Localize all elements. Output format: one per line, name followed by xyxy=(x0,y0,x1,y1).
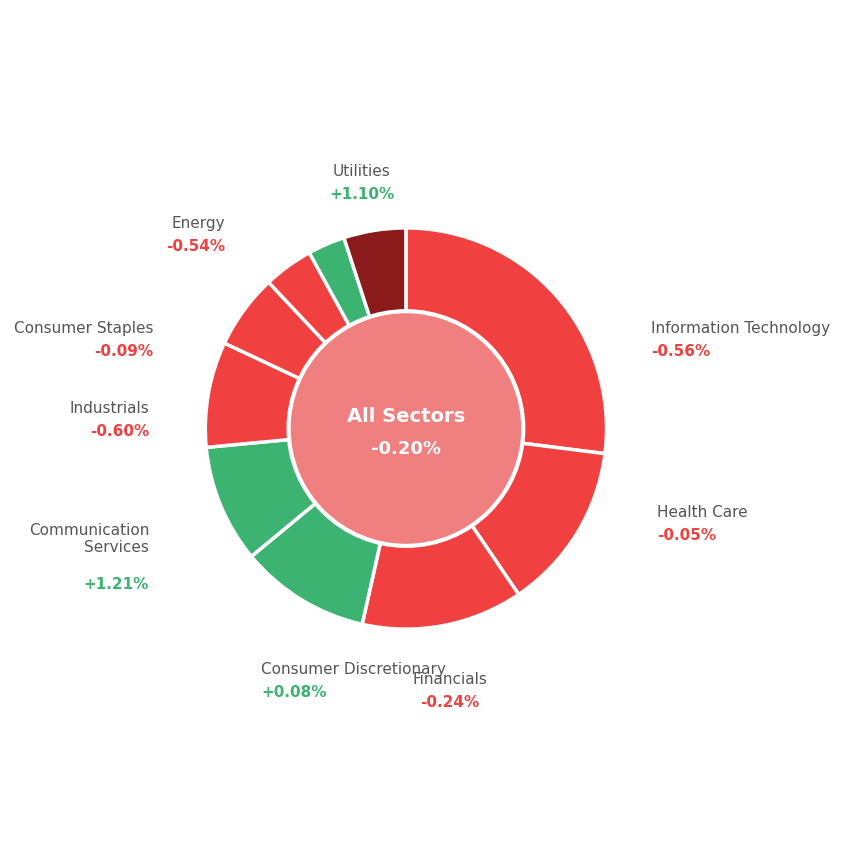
Wedge shape xyxy=(344,228,406,318)
Text: -0.20%: -0.20% xyxy=(371,440,441,457)
Text: Financials: Financials xyxy=(413,672,488,687)
Text: Industrials: Industrials xyxy=(69,401,149,416)
Text: -0.56%: -0.56% xyxy=(651,344,710,359)
Circle shape xyxy=(289,313,522,545)
Text: Health Care: Health Care xyxy=(657,506,747,520)
Text: All Sectors: All Sectors xyxy=(347,407,465,426)
Text: Utilities: Utilities xyxy=(333,164,391,180)
Text: Communication
Services: Communication Services xyxy=(29,523,149,555)
Wedge shape xyxy=(205,343,300,447)
Text: +1.10%: +1.10% xyxy=(329,187,394,202)
Wedge shape xyxy=(268,252,350,344)
Wedge shape xyxy=(225,282,327,379)
Wedge shape xyxy=(309,238,370,327)
Wedge shape xyxy=(471,443,605,595)
Text: -0.54%: -0.54% xyxy=(166,240,225,254)
Wedge shape xyxy=(206,440,316,556)
Wedge shape xyxy=(406,228,607,454)
Wedge shape xyxy=(362,525,519,629)
Text: +1.21%: +1.21% xyxy=(84,578,149,593)
Text: +0.08%: +0.08% xyxy=(262,685,327,700)
Wedge shape xyxy=(252,502,381,624)
Text: -0.09%: -0.09% xyxy=(94,344,153,359)
Text: Consumer Discretionary: Consumer Discretionary xyxy=(262,662,446,677)
Text: -0.24%: -0.24% xyxy=(420,695,479,710)
Text: -0.60%: -0.60% xyxy=(90,424,149,439)
Text: -0.05%: -0.05% xyxy=(657,529,716,543)
Text: Information Technology: Information Technology xyxy=(651,321,830,335)
Text: Consumer Staples: Consumer Staples xyxy=(14,321,153,335)
Text: Energy: Energy xyxy=(172,216,225,231)
